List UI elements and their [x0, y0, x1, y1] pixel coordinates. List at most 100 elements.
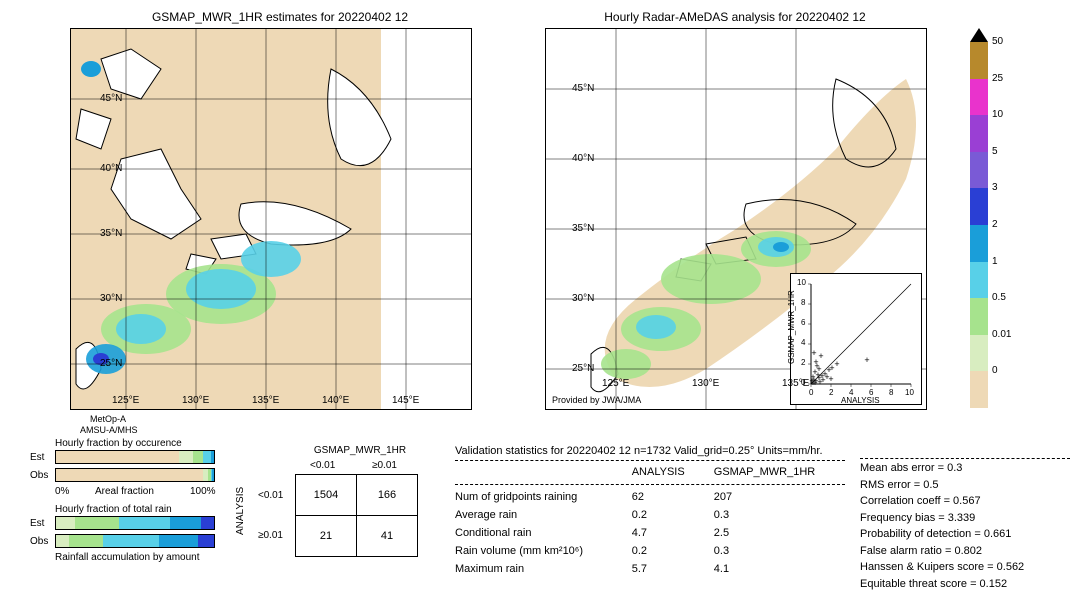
- colorbar-tick-label: 1: [992, 256, 998, 267]
- right-map-panel: Provided by JWA/JMA ++++++++++++++++++++…: [545, 28, 927, 410]
- colorbar-tick-label: 50: [992, 36, 1003, 47]
- colorbar-segment: [970, 371, 988, 408]
- vr-val: 5.7: [632, 560, 714, 578]
- left-xtick: 125°E: [112, 395, 139, 406]
- svg-text:+: +: [816, 364, 821, 374]
- bar-segment: [75, 517, 119, 529]
- total-rain-row-obs: Obs: [30, 536, 48, 547]
- right-ytick: 25°N: [572, 363, 594, 374]
- colorbar-tick-label: 2: [992, 219, 998, 230]
- validation-metrics: Mean abs error = 0.3 RMS error = 0.5 Cor…: [860, 460, 1024, 592]
- bar-segment: [170, 517, 202, 529]
- validation-hr: [455, 460, 845, 462]
- left-xtick: 130°E: [182, 395, 209, 406]
- bar-segment: [198, 535, 214, 547]
- sx-tick: 10: [905, 388, 914, 397]
- colorbar-segment: [970, 79, 988, 116]
- total-rain-row-est: Est: [30, 518, 44, 529]
- sy-tick: 10: [797, 278, 806, 287]
- scatter-inset: ++++++++++++++++++++++++ 0 2 4 6 8 10 0 …: [790, 273, 922, 405]
- vr-val: 4.1: [714, 560, 857, 578]
- total-rain-bar-est: [55, 516, 215, 530]
- validation-table: ANALYSISGSMAP_MWR_1HR Num of gridpoints …: [455, 463, 857, 578]
- contingency-cell: 41: [357, 516, 418, 557]
- colorbar-segment: [970, 152, 988, 189]
- svg-text:+: +: [811, 348, 816, 358]
- contingency-col-1: ≥0.01: [372, 460, 397, 471]
- sensor-label: AMSU-A/MHS: [80, 425, 138, 435]
- sy-tick: 8: [801, 298, 805, 307]
- metric-line: Frequency bias = 3.339: [860, 510, 1024, 527]
- occurrence-axis-label: Areal fraction: [95, 486, 154, 497]
- left-ytick: 25°N: [100, 358, 122, 369]
- satellite-label: MetOp-A: [90, 414, 126, 424]
- bar-segment: [159, 535, 199, 547]
- right-ytick: 45°N: [572, 83, 594, 94]
- colorbar-segment: [970, 335, 988, 372]
- colorbar-tick-label: 0.01: [992, 329, 1011, 340]
- svg-text:+: +: [864, 355, 869, 365]
- metric-line: Equitable threat score = 0.152: [860, 576, 1024, 593]
- vr-label: Rain volume (mm km²10⁶): [455, 542, 632, 560]
- vr-val: 0.3: [714, 542, 857, 560]
- bar-segment: [56, 451, 179, 463]
- left-ytick: 30°N: [100, 293, 122, 304]
- total-rain-bar-obs: [55, 534, 215, 548]
- vr-val: 0.2: [632, 506, 714, 524]
- contingency-row-0: <0.01: [258, 490, 283, 501]
- left-map-title: GSMAP_MWR_1HR estimates for 20220402 12: [80, 10, 480, 24]
- metric-line: RMS error = 0.5: [860, 477, 1024, 494]
- colorbar-tick-label: 10: [992, 109, 1003, 120]
- contingency-cell: 21: [296, 516, 357, 557]
- colorbar: 50251053210.50.010: [970, 28, 988, 408]
- left-ytick: 40°N: [100, 163, 122, 174]
- colorbar-segment: [970, 262, 988, 299]
- metric-line: Hanssen & Kuipers score = 0.562: [860, 559, 1024, 576]
- right-map-title: Hourly Radar-AMeDAS analysis for 2022040…: [545, 10, 925, 24]
- svg-text:+: +: [818, 351, 823, 361]
- contingency-table: 1504166 2141: [295, 474, 418, 557]
- bar-segment: [211, 451, 214, 463]
- left-xtick: 135°E: [252, 395, 279, 406]
- colorbar-tick-label: 25: [992, 73, 1003, 84]
- colorbar-segment: [970, 225, 988, 262]
- occurrence-title: Hourly fraction by occurence: [55, 438, 182, 449]
- vr-label: Maximum rain: [455, 560, 632, 578]
- contingency-row-title: ANALYSIS: [235, 487, 246, 535]
- occurrence-bar-est: [55, 450, 215, 464]
- sy-tick: 4: [801, 338, 805, 347]
- provider-label: Provided by JWA/JMA: [552, 395, 641, 405]
- metric-line: False alarm ratio = 0.802: [860, 543, 1024, 560]
- occurrence-row-est: Est: [30, 452, 44, 463]
- vh-gsmap: GSMAP_MWR_1HR: [714, 463, 857, 481]
- colorbar-tick-label: 3: [992, 182, 998, 193]
- sy-tick: 2: [801, 358, 805, 367]
- left-map-panel: [70, 28, 472, 410]
- colorbar-tick-label: 5: [992, 146, 998, 157]
- left-xtick: 145°E: [392, 395, 419, 406]
- contingency-row-1: ≥0.01: [258, 530, 283, 541]
- total-rain-footer: Rainfall accumulation by amount: [55, 552, 200, 563]
- bar-segment: [193, 451, 202, 463]
- occurrence-tick-0: 0%: [55, 486, 69, 497]
- occurrence-tick-1: 100%: [190, 486, 216, 497]
- sx-tick: 8: [889, 388, 893, 397]
- bar-segment: [201, 517, 214, 529]
- left-ytick: 35°N: [100, 228, 122, 239]
- vr-label: Num of gridpoints raining: [455, 488, 632, 506]
- right-xtick: 125°E: [602, 378, 629, 389]
- bar-segment: [212, 469, 214, 481]
- bar-segment: [56, 535, 69, 547]
- bar-segment: [56, 517, 75, 529]
- colorbar-segment: [970, 298, 988, 335]
- right-xtick: 135°E: [782, 378, 809, 389]
- metric-line: Probability of detection = 0.661: [860, 526, 1024, 543]
- metric-line: Mean abs error = 0.3: [860, 460, 1024, 477]
- occurrence-row-obs: Obs: [30, 470, 48, 481]
- bar-segment: [203, 451, 211, 463]
- right-ytick: 35°N: [572, 223, 594, 234]
- right-ytick: 40°N: [572, 153, 594, 164]
- left-map-svg: [71, 29, 471, 409]
- vr-label: Conditional rain: [455, 524, 632, 542]
- vr-val: 4.7: [632, 524, 714, 542]
